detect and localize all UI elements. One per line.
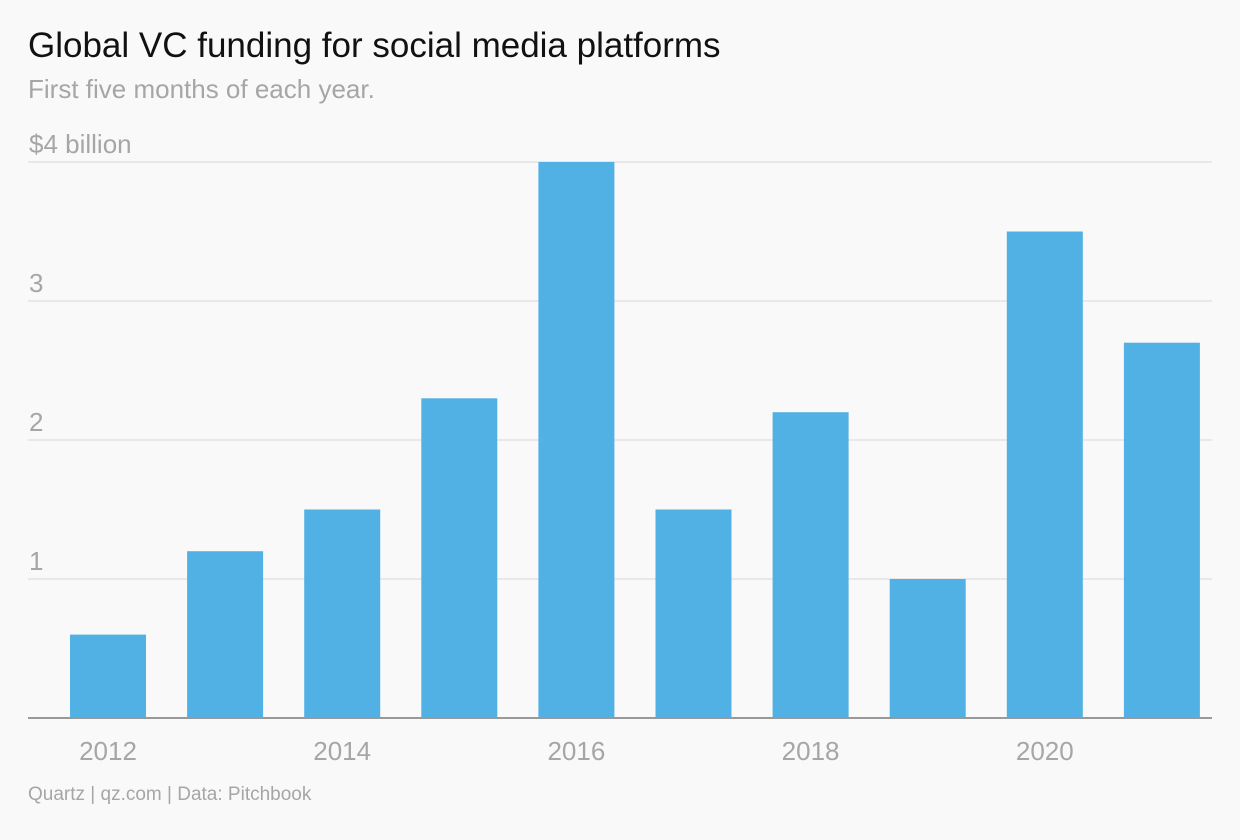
bar-2015 — [421, 398, 498, 718]
x-tick-label: 2020 — [1016, 736, 1074, 766]
y-tick-label: 1 — [29, 546, 43, 576]
y-tick-label: 3 — [29, 268, 43, 298]
bar-2012 — [70, 634, 146, 718]
bar-2017 — [655, 509, 732, 718]
bar-2013 — [187, 551, 264, 718]
x-tick-label: 2012 — [79, 736, 137, 766]
bar-2019 — [889, 579, 966, 718]
y-tick-label: $4 billion — [29, 129, 132, 159]
chart-subtitle: First five months of each year. — [28, 74, 375, 104]
bar-2018 — [772, 412, 849, 718]
x-tick-label: 2018 — [782, 736, 840, 766]
source-credit: Quartz | qz.com | Data: Pitchbook — [28, 784, 312, 805]
bar-2020 — [1006, 231, 1083, 718]
y-tick-label: 2 — [29, 407, 43, 437]
chart-title: Global VC funding for social media platf… — [28, 26, 721, 65]
bar-2014 — [304, 509, 381, 718]
x-tick-label: 2014 — [313, 736, 371, 766]
bar-2021 — [1123, 342, 1200, 718]
x-tick-label: 2016 — [547, 736, 605, 766]
bar-2016 — [538, 162, 615, 718]
